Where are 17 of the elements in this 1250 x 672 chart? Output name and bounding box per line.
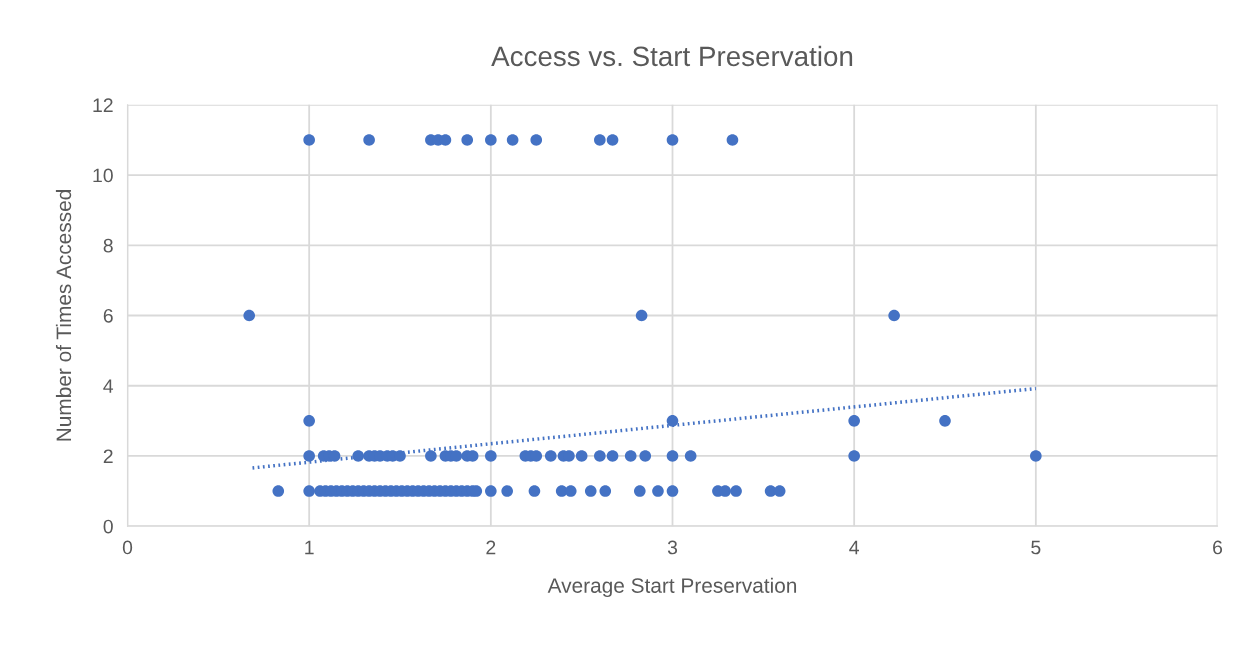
chart-title: Access vs. Start Preservation [491,45,853,67]
x-tick-label: 0 [122,540,133,555]
y-tick-label: 8 [103,238,113,253]
x-tick-label: 4 [849,540,860,555]
x-axis-title: Average Start Preservation [547,577,797,598]
x-tick-label: 5 [1031,540,1041,555]
y-tick-label: 0 [103,519,113,534]
y-tick-label: 6 [103,308,113,323]
y-tick-label: 12 [93,98,113,112]
y-tick-label: 2 [103,449,113,463]
x-tick-label: 6 [1213,540,1223,555]
y-axis-title: Number of Times Accessed [55,190,72,441]
y-tick-label: 4 [103,379,114,393]
x-tick-label: 1 [305,540,314,555]
x-tick-label: 2 [486,540,496,555]
x-tick-label: 3 [667,540,678,555]
y-tick-label: 10 [93,168,113,183]
